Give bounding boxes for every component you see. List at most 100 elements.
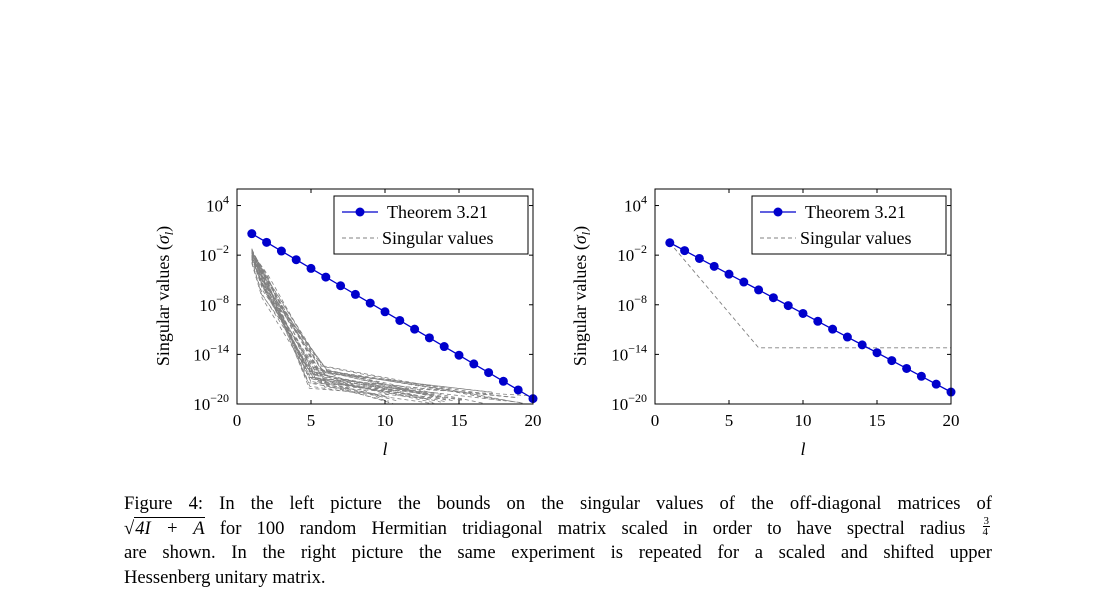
left-x-tick-label: 10 [377,411,394,430]
left-singular-values-trial [251,252,465,401]
caption-sqrt-symbol: √ [124,517,135,539]
left-y-tick-label: 10−20 [193,391,229,414]
left-singular-values-trial [251,257,517,398]
left-theorem-point [336,281,346,291]
right-x-tick-label: 15 [869,411,886,430]
left-legend-theorem: Theorem 3.21 [387,202,488,222]
left-y-axis-label: Singular values (σl) [153,226,176,366]
left-x-tick-label: 15 [451,411,468,430]
left-plot-area [247,229,538,405]
right-x-tick-labels: 0 5 10 15 20 [651,411,960,430]
left-y-tick-labels: 104 10−2 10−8 10−14 10−20 [193,193,229,414]
left-x-tick-labels: 0 5 10 15 20 [233,411,542,430]
figure-caption: Figure 4: In the left picture the bounds… [124,492,992,590]
caption-sqrt-expression: 4I + A [134,516,205,539]
right-theorem-point [680,246,690,256]
right-theorem-point [724,269,734,279]
right-theorem-point [931,379,941,389]
right-theorem-point [768,293,778,303]
left-theorem-point [439,342,449,352]
left-singular-values-trial [251,249,502,402]
right-ticks [654,189,952,405]
right-y-axis-label: Singular values (σl) [570,226,593,366]
caption-line-4: Hessenberg unitary matrix. [124,566,326,588]
right-x-axis-label: l [800,439,805,459]
right-y-tick-label: 104 [624,193,647,216]
right-legend-theorem: Theorem 3.21 [805,202,906,222]
left-legend-marker-theorem [355,207,365,217]
right-theorem-point [828,324,838,334]
right-x-tick-label: 20 [943,411,960,430]
left-theorem-point [247,229,257,239]
left-theorem-point [276,246,286,256]
caption-line-2-text: for 100 random Hermitian tridiagonal mat… [204,517,966,539]
left-singular-values-trial [251,251,441,403]
right-theorem-point [754,285,764,295]
left-y-tick-label: 10−14 [193,341,229,364]
left-y-tick-label: 104 [206,193,229,216]
left-chart: 104 10−2 10−8 10−14 10−20 0 5 10 15 20 l Singula… [153,188,542,459]
left-singular-values-trial [251,253,513,402]
left-theorem-point [498,376,508,386]
right-x-tick-label: 10 [795,411,812,430]
left-theorem-point [454,350,464,360]
left-singular-values-trial [251,259,451,400]
left-ticks [236,189,534,405]
caption-fraction-numerator: 3 [982,514,990,527]
left-singular-values-trial [251,253,530,397]
right-chart: 104 10−2 10−8 10−14 10−20 0 5 10 15 20 l Singula… [570,188,960,459]
left-x-tick-label: 5 [307,411,316,430]
right-x-tick-label: 0 [651,411,660,430]
right-theorem-point [739,277,749,287]
left-theorem-point [469,359,479,369]
left-theorem-point [306,263,316,273]
right-y-tick-label: 10−14 [611,341,647,364]
right-theorem-point [798,308,808,318]
right-series-theorem-markers [665,238,956,397]
left-theorem-point [321,272,331,282]
left-theorem-point [513,385,523,395]
left-singular-values-trial [251,257,416,393]
right-series-singular-values [669,242,951,349]
left-theorem-point [424,333,434,343]
left-singular-values-trial [251,251,394,405]
right-theorem-point [872,348,882,358]
left-legend: Theorem 3.21 Singular values [333,195,529,255]
right-y-tick-labels: 104 10−2 10−8 10−14 10−20 [611,193,647,414]
right-legend-marker-theorem [773,207,783,217]
left-theorem-point [380,307,390,317]
caption-line-1: Figure 4: In the left picture the bounds… [124,493,992,514]
right-theorem-point [887,356,897,366]
left-theorem-point [291,255,301,265]
right-x-tick-label: 5 [725,411,734,430]
right-y-tick-label: 10−20 [611,391,647,414]
left-singular-values-trial [251,263,391,396]
left-theorem-point [262,237,272,247]
right-plot-area [665,238,956,397]
right-theorem-point [709,261,719,271]
left-singular-values-trial [251,249,391,393]
right-theorem-point [842,332,852,342]
left-x-axis-label: l [382,439,387,459]
left-series-theorem-markers [247,229,538,404]
left-x-tick-label: 20 [525,411,542,430]
right-y-tick-label: 10−8 [617,292,647,315]
left-theorem-point [410,324,420,334]
left-singular-values-trial [251,248,504,397]
right-theorem-point [813,316,823,326]
right-theorem-point [857,340,867,350]
left-series-singular-values [251,248,530,405]
caption-line-2: √4I + A for 100 random Hermitian tridiag… [124,514,992,542]
caption-fraction-denominator: 4 [982,525,989,538]
left-theorem-point [365,298,375,308]
right-legend-singular-values: Singular values [800,228,911,248]
left-x-tick-label: 0 [233,411,242,430]
right-theorem-point [902,363,912,373]
right-theorem-point [694,253,704,263]
left-theorem-point [350,289,360,299]
right-legend: Theorem 3.21 Singular values [751,195,947,255]
left-theorem-point [484,368,494,378]
left-singular-values-trial [251,254,421,400]
left-singular-values-trial [251,253,389,404]
